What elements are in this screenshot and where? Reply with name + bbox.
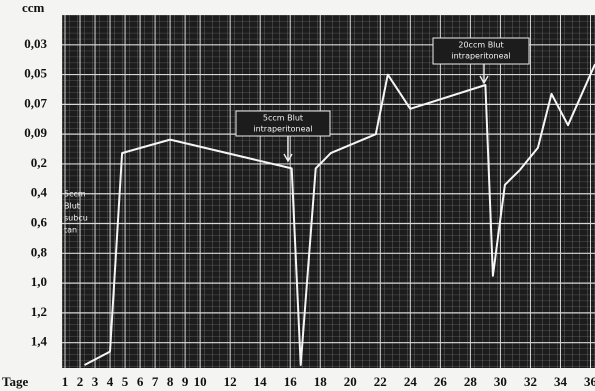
- annotation-line: intraperitoneal: [451, 52, 510, 61]
- y-tick-label: 0,07: [24, 95, 47, 110]
- x-tick-label: 24: [404, 374, 418, 389]
- annotation-arrow: [479, 64, 489, 85]
- x-tick-label: 8: [167, 374, 174, 389]
- x-tick-label: 14: [254, 374, 268, 389]
- x-tick-label: 22: [374, 374, 387, 389]
- fine-grid: [62, 15, 595, 368]
- x-axis-label: Tage: [2, 374, 28, 389]
- y-tick-label: 0,09: [24, 125, 47, 140]
- annotation: 5ccm Blut subcu tan: [64, 190, 88, 235]
- x-tick-label: 18: [314, 374, 328, 389]
- x-tick-label: 28: [464, 374, 478, 389]
- annotation-line: subcu: [64, 214, 88, 223]
- x-tick-label: 10: [194, 374, 207, 389]
- grid: [62, 15, 595, 368]
- x-tick-label: 12: [224, 374, 237, 389]
- data-line: [84, 63, 595, 366]
- x-tick-label: 26: [434, 374, 448, 389]
- annotation-line: 5ccm: [64, 190, 86, 199]
- x-tick-label: 20: [344, 374, 357, 389]
- x-tick-label: 16: [284, 374, 298, 389]
- annotation: 20ccm Blut intraperitoneal: [432, 37, 530, 85]
- y-tick-label: 0,03: [24, 36, 47, 51]
- x-tick-label: 5: [122, 374, 129, 389]
- x-tick-label: 32: [524, 374, 537, 389]
- x-tick-label: 9: [182, 374, 189, 389]
- ticks: 0,030,050,070,090,20,40,60,81,01,21,41 2 3…: [24, 36, 595, 389]
- x-tick-label: 30: [494, 374, 507, 389]
- annotation: 5ccm Blut intraperitoneal: [235, 110, 331, 163]
- annotation-line: tan: [64, 226, 77, 235]
- annotation-line: Blut: [64, 202, 80, 211]
- annotation-box: [432, 37, 530, 65]
- annotation-line: 5ccm Blut: [263, 114, 303, 123]
- y-tick-label: 0,4: [31, 185, 48, 200]
- x-tick-label: 6: [137, 374, 144, 389]
- y-unit-label: ccm: [22, 0, 45, 15]
- y-tick-label: 1,0: [31, 274, 47, 289]
- x-tick-label: 34: [554, 374, 568, 389]
- y-tick-label: 1,4: [31, 334, 48, 349]
- x-tick-label: 3: [92, 374, 99, 389]
- annotation-line: intraperitoneal: [253, 125, 312, 134]
- y-tick-label: 0,2: [31, 155, 47, 170]
- x-tick-label: 7: [152, 374, 159, 389]
- y-tick-label: 0,05: [24, 66, 47, 81]
- x-tick-label: 2: [77, 374, 84, 389]
- x-tick-label: 36: [584, 374, 595, 389]
- y-tick-label: 0,6: [31, 215, 48, 230]
- plot: [84, 63, 595, 366]
- x-tick-label: 1: [62, 374, 69, 389]
- y-tick-label: 0,8: [31, 244, 48, 259]
- annotation-box: [235, 110, 331, 137]
- x-tick-label: 4: [107, 374, 114, 389]
- annotation-line: 20ccm Blut: [458, 41, 503, 50]
- y-tick-label: 1,2: [31, 304, 47, 319]
- annotation-arrow: [283, 136, 293, 163]
